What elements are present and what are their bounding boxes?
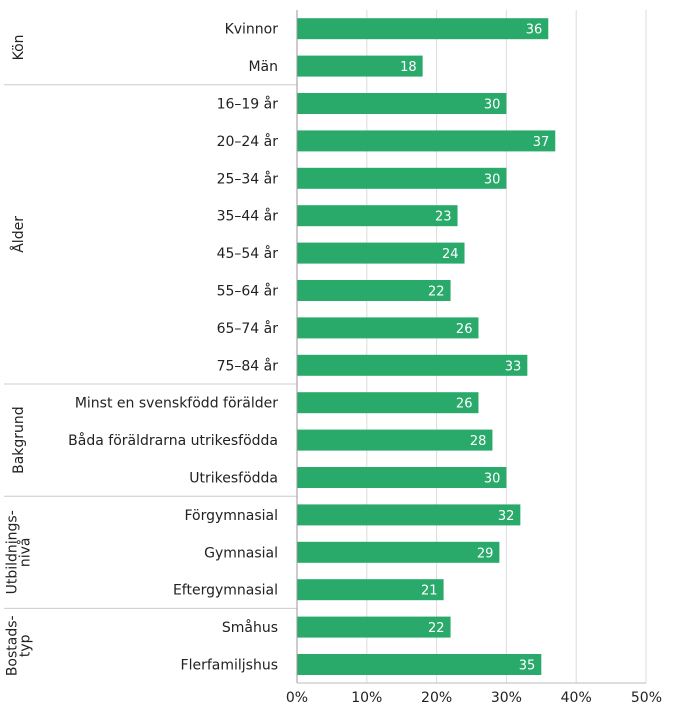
category-label: Förgymnasial	[184, 508, 278, 524]
category-label: 75–84 år	[217, 357, 279, 374]
bar	[297, 654, 542, 675]
value-label: 30	[484, 472, 501, 487]
bar	[297, 280, 451, 301]
x-tick-label: 40%	[561, 690, 592, 706]
bar	[297, 504, 521, 526]
category-label: Gymnasial	[204, 545, 278, 561]
value-label: 33	[505, 359, 522, 374]
group-label: typ	[18, 634, 34, 657]
category-label: Män	[248, 59, 278, 75]
bar	[297, 429, 493, 451]
bar	[297, 354, 528, 376]
bar	[297, 93, 507, 114]
bar	[297, 55, 423, 77]
category-label: 25–34 år	[217, 170, 279, 187]
value-label: 26	[456, 397, 473, 412]
value-label: 28	[470, 434, 487, 449]
value-label: 24	[442, 247, 459, 262]
x-tick-label: 50%	[631, 690, 662, 706]
x-tick-label: 30%	[491, 690, 522, 706]
value-label: 30	[484, 172, 501, 187]
category-label: 45–54 år	[217, 245, 279, 262]
bar	[297, 167, 507, 189]
value-label: 32	[498, 509, 515, 524]
value-label: 21	[421, 584, 438, 599]
value-label: 35	[519, 659, 536, 674]
category-label: Småhus	[222, 619, 278, 636]
bar	[297, 541, 500, 563]
category-label: 16–19 år	[217, 96, 279, 113]
category-label: Flerfamiljshus	[181, 658, 278, 674]
value-label: 22	[428, 285, 445, 300]
category-label: 35–44 år	[217, 208, 279, 225]
value-label: 26	[456, 322, 473, 337]
value-label: 18	[400, 60, 417, 75]
category-label: Båda föräldrarna utrikesfödda	[68, 432, 278, 449]
value-label: 23	[435, 210, 452, 225]
x-tick-label: 20%	[421, 690, 452, 706]
bar	[297, 205, 458, 227]
category-label: Kvinnor	[225, 22, 279, 38]
group-label: Bakgrund	[11, 406, 27, 474]
bar	[297, 616, 451, 638]
value-label: 22	[428, 621, 445, 636]
x-tick-label: 0%	[286, 690, 308, 706]
category-label: 65–74 år	[217, 320, 279, 337]
group-label: Kön	[11, 34, 27, 60]
bar	[297, 392, 479, 414]
bar	[297, 242, 465, 264]
value-label: 36	[526, 23, 543, 38]
value-label: 29	[477, 546, 494, 561]
value-label: 30	[484, 98, 501, 113]
bar	[297, 18, 549, 40]
bar	[297, 579, 444, 601]
x-tick-label: 10%	[351, 690, 382, 706]
group-label: Ålder	[10, 216, 27, 253]
value-label: 37	[533, 135, 550, 150]
bar	[297, 130, 556, 152]
category-label: Minst en svenskfödd förälder	[75, 396, 278, 412]
category-label: Eftergymnasial	[173, 583, 278, 599]
category-label: 20–24 år	[217, 133, 279, 150]
category-label: 55–64 år	[217, 283, 279, 300]
category-label: Utrikesfödda	[189, 471, 278, 487]
group-label: Bostads-	[5, 615, 21, 676]
group-label: Utbildnings-	[5, 510, 21, 594]
group-label: nivå	[17, 537, 34, 567]
bar	[297, 467, 507, 488]
bar	[297, 317, 479, 339]
